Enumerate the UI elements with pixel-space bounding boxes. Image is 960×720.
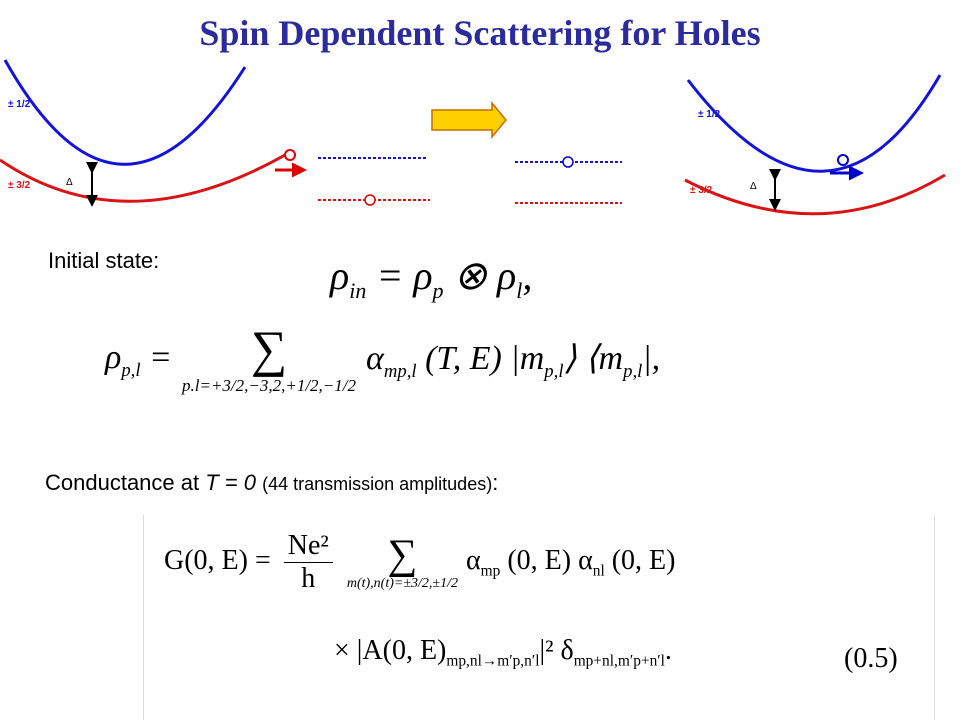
subscript: nl — [592, 562, 605, 580]
math-text: (0, E) — [604, 544, 676, 576]
equation: ρp,l = ∑ p.l=+3/2,−3,2,+1/2,−1/2 αmp,l (T, … — [105, 325, 660, 396]
equation-number: (0.5) — [844, 643, 898, 674]
sum-range: m(t),n(t)=±3/2,±1/2 — [346, 575, 458, 591]
equation: ρin = ρp ⊗ ρl, — [330, 252, 532, 304]
band-label: ± 1/2 — [698, 109, 721, 120]
math-text: = — [366, 253, 414, 298]
math-text: . — [664, 635, 672, 666]
sum-sign: ∑ — [387, 531, 418, 578]
symbol: α — [578, 544, 593, 576]
math-symbol: ρl — [497, 253, 522, 303]
summation: ∑ m(t),n(t)=±3/2,±1/2 — [347, 534, 458, 592]
math-text: = — [247, 544, 278, 576]
left-diagram — [0, 59, 307, 207]
formula-line: × |A(0, E)mp,nl→m′p,n′l|² δmp+nl,m′p+n′l… — [334, 635, 672, 671]
gap-label: Δ — [750, 181, 757, 192]
symbol: |A(0, E) — [356, 635, 447, 666]
subscript: mp — [480, 562, 501, 580]
subscript: mp+nl,m′p+n′l — [573, 652, 665, 670]
symbol: α — [366, 340, 384, 378]
symbol: ρ — [105, 339, 122, 377]
math-symbol: |A(0, E)mp,nl→m′p,n′l — [356, 635, 540, 670]
subscript: mp,nl→m′p,n′l — [446, 652, 540, 670]
math-symbol: αmp,l — [366, 340, 417, 382]
subscript: mp,l — [383, 360, 417, 382]
state-dot — [284, 149, 296, 161]
math-symbol: αnl — [578, 544, 605, 580]
math-group: G(0, E) = Ne² h — [164, 530, 339, 595]
band-label: ± 3/2 — [690, 185, 713, 196]
math-symbol: |mp,l — [510, 340, 563, 382]
math-text: × — [334, 635, 357, 666]
subscript: p — [432, 278, 444, 303]
math-text: |² — [539, 635, 554, 666]
math-text: = — [140, 339, 172, 377]
band-light — [686, 74, 942, 173]
symbol: ρ — [413, 253, 433, 298]
numerator: Ne² — [283, 530, 333, 563]
math-text: G(0, E) — [164, 544, 248, 576]
sum-sign: ∑ — [250, 322, 288, 378]
band-light — [3, 59, 247, 166]
state-dot — [364, 194, 376, 206]
formula-box: G(0, E) = Ne² h ∑ m(t),n(t)=±3/2,±1/2 αmp (0… — [143, 515, 935, 720]
math-group: ρp,l = — [105, 339, 172, 382]
conductance-line: Conductance at T = 0 (44 transmission am… — [45, 470, 498, 496]
math-text: , — [522, 253, 533, 298]
math-text: (0, E) — [500, 544, 579, 576]
fraction: Ne² h — [283, 530, 333, 595]
math-symbol: mp,l — [598, 340, 643, 382]
math-symbol: αmp — [465, 544, 501, 580]
math-symbol: δmp+nl,m′p+n′l — [560, 635, 664, 670]
initial-label: Initial state: — [48, 248, 160, 273]
math-text: ⟩ ⟨ — [563, 340, 599, 378]
math-text: (T, E) — [416, 340, 511, 378]
math-symbol: ρp,l — [105, 339, 141, 381]
math-group: αmp (0, E) αnl (0, E) — [466, 545, 676, 581]
symbol: δ — [560, 635, 574, 666]
text: Conductance at — [45, 470, 206, 495]
state-dot — [562, 156, 574, 168]
symbol: |m — [510, 340, 545, 378]
band-label: ± 3/2 — [8, 180, 31, 191]
transition-arrow — [431, 100, 507, 140]
subscript: in — [349, 278, 367, 303]
band-heavy — [684, 173, 946, 216]
math-text: |, — [642, 340, 661, 378]
denominator: h — [301, 563, 316, 594]
right-diagram — [684, 74, 946, 216]
math-symbol: ρp — [413, 253, 443, 303]
band-heavy — [0, 153, 286, 203]
band-label: ± 1/2 — [8, 99, 31, 110]
diagram-area: ± 1/2 ± 3/2 Δ ± 1/2 ± 3/2 Δ — [0, 59, 946, 216]
sum-range: p.l=+3/2,−3,2,+1/2,−1/2 — [182, 376, 357, 395]
symbol: ρ — [330, 253, 350, 298]
math-group: × |A(0, E)mp,nl→m′p,n′l|² δmp+nl,m′p+n′l… — [334, 635, 672, 671]
math-text: ⊗ — [443, 253, 498, 298]
subscript: p,l — [623, 360, 643, 382]
math-group: αmp,l (T, E) |mp,l⟩ ⟨mp,l|, — [366, 338, 660, 383]
symbol: α — [465, 544, 481, 576]
state-dot — [837, 154, 849, 166]
math-symbol: ρin — [330, 253, 366, 303]
subscript: l — [516, 278, 523, 303]
gap-label: Δ — [66, 177, 73, 188]
formula-line: G(0, E) = Ne² h ∑ m(t),n(t)=±3/2,±1/2 αmp (0… — [164, 530, 676, 595]
math-group: ρin = ρp ⊗ ρl, — [330, 253, 533, 303]
summation: ∑ p.l=+3/2,−3,2,+1/2,−1/2 — [182, 325, 356, 396]
title: Spin Dependent Scattering for Holes — [199, 13, 761, 53]
note: (44 transmission amplitudes) — [262, 474, 493, 494]
symbol: m — [598, 340, 624, 378]
subscript: p,l — [544, 360, 564, 382]
subscript: p,l — [121, 359, 141, 381]
text: : — [492, 470, 499, 495]
variable: T = 0 — [205, 470, 256, 495]
symbol: ρ — [497, 253, 517, 298]
